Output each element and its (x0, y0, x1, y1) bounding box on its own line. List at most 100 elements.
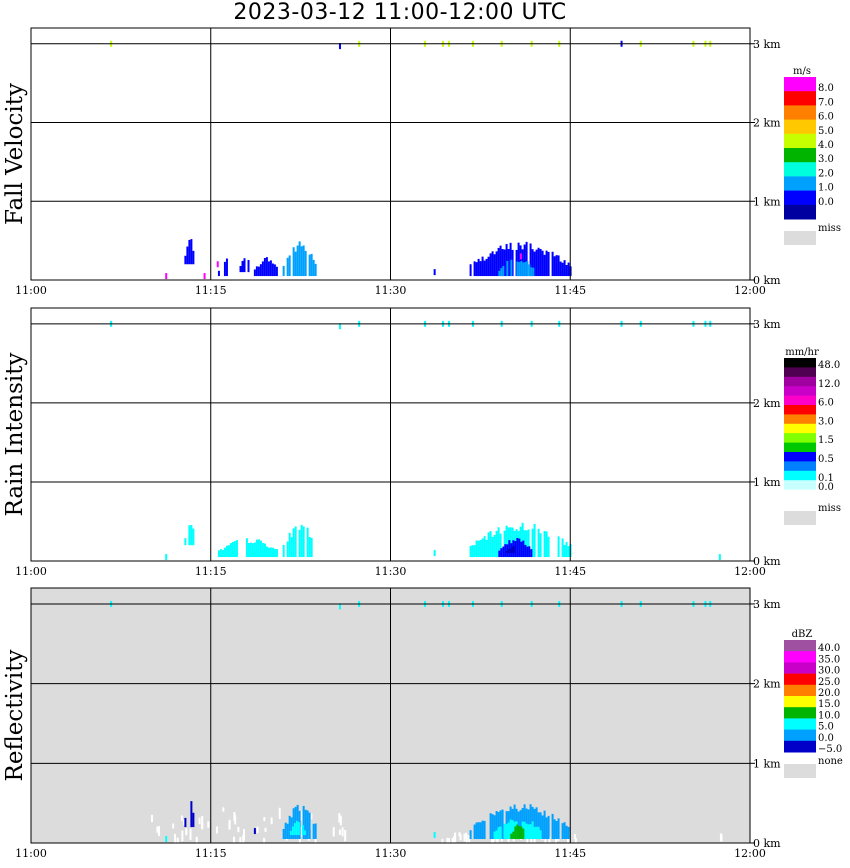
y-tick-label: 3 km (753, 598, 781, 611)
colorbar-tick-label: 20.0 (818, 688, 840, 699)
echo-cell (519, 810, 522, 840)
noise-cell (300, 827, 303, 837)
echo-cell (253, 542, 256, 558)
echo-cell (485, 258, 488, 277)
echo-cell (302, 245, 305, 277)
noise-cell (270, 817, 273, 825)
noise-cell (172, 823, 175, 829)
colorbar-miss-label: none (818, 756, 843, 767)
echo-cell (269, 260, 272, 277)
echo-cell (288, 255, 291, 277)
echo-cell (312, 823, 315, 840)
noise-cell (544, 837, 547, 845)
echo-cell (479, 822, 482, 840)
echo-cell (495, 531, 498, 558)
noise-cell (207, 821, 210, 828)
echo-cell (302, 526, 305, 558)
echo-cell (225, 258, 228, 277)
echo-cell (502, 546, 505, 558)
echo-cell (501, 249, 504, 277)
echo-cell (217, 550, 220, 558)
echo-cell (520, 826, 523, 840)
echo-cell (186, 246, 189, 265)
echo-cell (255, 539, 258, 558)
echo-cell (477, 540, 480, 558)
echo-cell (223, 261, 226, 277)
noise-cell (201, 815, 204, 828)
colorbar-swatch (784, 176, 816, 192)
echo-cell (507, 249, 510, 277)
colorbar-tick-label: 7.0 (818, 97, 834, 108)
echo-cell (483, 536, 486, 558)
echo-speckle (338, 603, 341, 610)
echo-cell (518, 826, 521, 840)
y-tick-label: 1 km (753, 195, 781, 208)
echo-cell (527, 809, 530, 840)
echo-cell (535, 807, 538, 840)
echo-cell (511, 249, 514, 277)
noise-cell (448, 838, 451, 846)
echo-cell (525, 823, 528, 840)
echo-cell (545, 817, 548, 840)
echo-cell (539, 812, 542, 840)
echo-cell (255, 266, 258, 277)
noise-cell (256, 826, 259, 833)
echo-cell (269, 547, 272, 558)
colorbar-miss-label: miss (818, 503, 841, 514)
echo-cell (537, 812, 540, 840)
echo-cell (485, 539, 488, 558)
x-tick-label: 12:00 (734, 284, 766, 297)
echo-cell (223, 547, 226, 558)
echo-cell (499, 810, 502, 840)
echo-cell (190, 525, 193, 546)
panel-ylabel: Fall Velocity (2, 83, 28, 225)
echo-cell (518, 262, 521, 277)
noise-cell (156, 826, 159, 833)
echo-cell (559, 261, 562, 277)
echo-cell (295, 820, 298, 836)
echo-speckle (165, 273, 168, 280)
echo-cell (491, 536, 494, 558)
colorbar-tick-label: 12.0 (818, 379, 840, 390)
echo-cell (543, 254, 546, 277)
echo-cell (475, 262, 478, 277)
echo-cell (225, 545, 228, 558)
x-tick-label: 11:30 (375, 565, 407, 578)
echo-cell (493, 831, 496, 840)
noise-cell (341, 827, 344, 837)
colorbar-tick-label: 40.0 (818, 643, 840, 654)
noise-cell (150, 814, 153, 823)
panel-3: 11:00 11:15 11:30 11:45 12:000 km 1 km 2 km 3 k… (2, 587, 843, 860)
echo-cell (493, 535, 496, 558)
echo-cell (499, 533, 502, 558)
echo-cell (505, 243, 508, 277)
echo-cell (312, 259, 315, 277)
echo-cell (251, 543, 254, 558)
colorbar-tick-label: 6.0 (818, 112, 834, 123)
echo-cell (525, 241, 528, 277)
colorbar-miss-label: miss (818, 223, 841, 234)
echo-cell (481, 538, 484, 558)
echo-cell (302, 805, 305, 840)
echo-cell (489, 253, 492, 277)
echo-cell (259, 264, 262, 277)
noise-cell (264, 827, 267, 832)
echo-cell (253, 269, 256, 277)
y-tick-label: 2 km (753, 678, 781, 691)
echo-cell (516, 537, 519, 558)
echo-cell (506, 260, 509, 277)
echo-cell (286, 257, 289, 277)
colorbar-tick-label: 8.0 (818, 83, 834, 94)
echo-cell (547, 251, 550, 277)
echo-speckle (433, 269, 436, 276)
echo-cell (561, 823, 564, 840)
echo-cell (495, 830, 498, 840)
echo-cell (227, 545, 230, 558)
echo-cell (314, 263, 317, 277)
echo-cell (507, 822, 510, 840)
colorbar-tick-label: 15.0 (818, 699, 840, 710)
echo-cell (529, 824, 532, 840)
echo-cell (294, 526, 297, 558)
echo-cell (314, 823, 317, 840)
echo-cell (516, 824, 519, 840)
